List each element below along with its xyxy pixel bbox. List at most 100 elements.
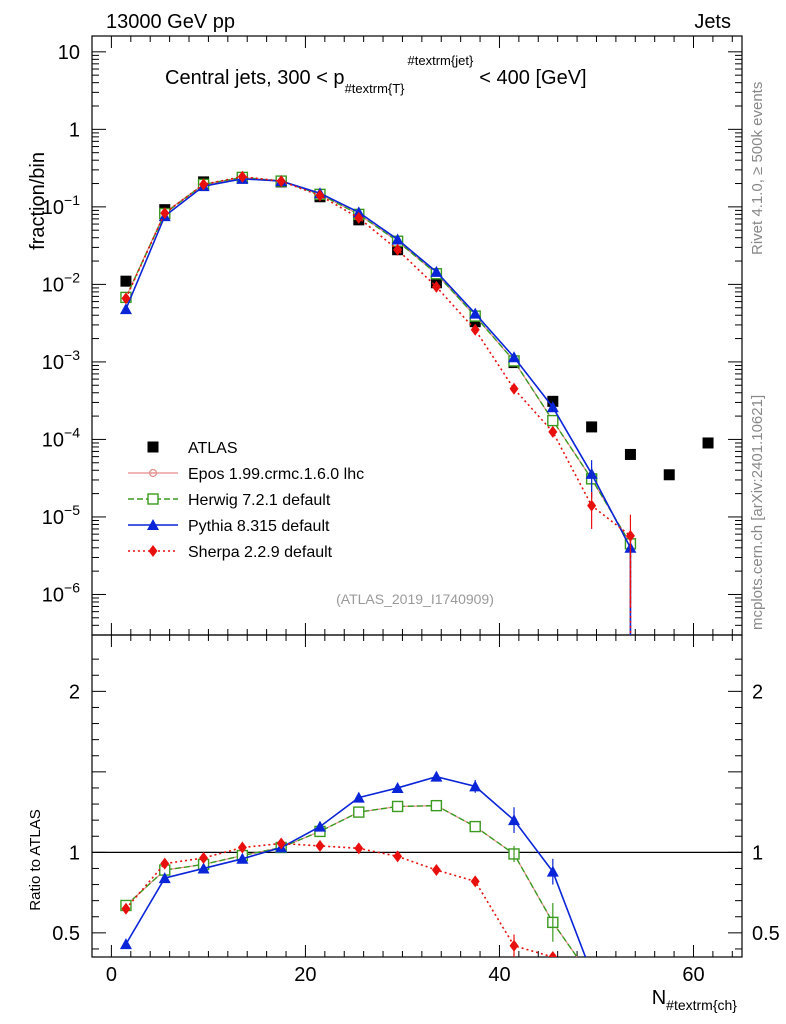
sherpa-point-bottom — [626, 993, 635, 1005]
pythia-point-top — [430, 265, 443, 277]
x-tick-label: 20 — [294, 964, 316, 986]
x-tick-label: 0 — [106, 964, 117, 986]
y-tick-label-bottom-left: 1 — [69, 842, 80, 864]
pythia-point-bottom — [236, 852, 249, 864]
pythia-point-top — [119, 303, 132, 315]
y-tick-label-top: 10−5 — [42, 502, 80, 529]
top-panel-series — [119, 170, 714, 635]
sherpa-point-top — [354, 211, 364, 224]
sherpa-point-top — [121, 292, 131, 305]
ylabel-top-text: fraction/bin — [27, 152, 49, 250]
xlabel-main: N — [652, 987, 666, 1009]
x-tick-label: 40 — [488, 964, 510, 986]
title-sub: #textrm{T} — [345, 81, 406, 96]
ylabel-bottom-text: Ratio to ATLAS — [27, 809, 44, 910]
pythia-point-bottom — [586, 967, 598, 978]
sherpa-point-top — [160, 207, 170, 220]
pythia-point-top — [508, 351, 521, 363]
epos-point-bottom — [627, 999, 634, 1006]
pythia-point-top — [352, 206, 365, 218]
atlas-point — [120, 275, 132, 287]
header-left: 13000 GeV pp — [106, 11, 235, 33]
xlabel-sub: #textrm{ch} — [666, 997, 737, 1013]
pythia-point-bottom — [119, 938, 132, 950]
side-label-top: Rivet 4.1.0, ≥ 500k events — [749, 82, 766, 255]
y-tick-label-top: 10 — [58, 42, 80, 64]
sherpa-point-top — [470, 323, 480, 336]
sherpa-point-bottom — [587, 991, 596, 1003]
x-tick-label: 60 — [682, 964, 704, 986]
sherpa-point-top — [199, 178, 209, 191]
ylabel-top: fraction/bin — [27, 152, 49, 250]
sherpa-point-top — [315, 189, 325, 202]
sherpa-point-top — [548, 425, 558, 438]
legend-marker-sherpa — [148, 545, 158, 557]
pythia-point-bottom — [197, 862, 210, 874]
side-label-bottom: mcplots.cern.ch [arXiv:2401.10621] — [749, 395, 766, 630]
x-axis-label: N#textrm{ch} — [652, 987, 738, 1013]
pythia-point-bottom — [391, 781, 404, 793]
bottom-panel-frame — [91, 634, 743, 958]
sherpa-point-top — [431, 280, 441, 293]
pythia-point-top — [391, 233, 404, 245]
pythia-point-top — [469, 307, 482, 319]
herwig-point-bottom — [391, 800, 404, 813]
epos-line-top — [125, 176, 631, 545]
legend-marker-herwig — [147, 493, 159, 505]
sherpa-point-bottom — [276, 837, 286, 850]
herwig-point-bottom — [353, 806, 365, 818]
sherpa-point-bottom — [315, 839, 325, 852]
sherpa-point-top — [276, 175, 286, 188]
sherpa-point-bottom — [431, 864, 441, 877]
sherpa-line-top — [125, 175, 631, 537]
sherpa-line-bottom — [125, 842, 554, 957]
atlas-point — [663, 469, 675, 481]
herwig-line-bottom — [125, 804, 578, 957]
y-tick-label-bottom-right: 2 — [752, 681, 763, 703]
header-right: Jets — [694, 11, 731, 33]
y-tick-label-top: 10−6 — [42, 579, 80, 606]
pythia-point-bottom — [313, 820, 326, 832]
sherpa-point-bottom — [121, 902, 131, 915]
pythia-point-top — [546, 401, 559, 413]
sherpa-point-bottom — [160, 857, 170, 870]
legend-label-atlas: ATLAS — [188, 440, 238, 457]
sherpa-point-bottom — [237, 841, 247, 854]
epos-point-bottom — [588, 974, 595, 981]
title-main: Central jets, 300 < p — [165, 67, 345, 89]
pythia-point-bottom — [430, 770, 443, 782]
ylabel-bottom: Ratio to ATLAS — [27, 809, 44, 910]
y-tick-label-top: 1 — [69, 119, 80, 141]
pythia-point-bottom — [352, 791, 365, 803]
watermark: (ATLAS_2019_I1740909) — [336, 591, 494, 607]
y-tick-label-top: 10−4 — [42, 424, 80, 451]
y-tick-label-bottom-right: 1 — [752, 842, 763, 864]
title-sup: #textrm{jet} — [408, 53, 474, 68]
pythia-line-top — [125, 178, 632, 549]
y-tick-label-top: 10−2 — [42, 269, 80, 296]
herwig-point-bottom — [625, 997, 635, 1007]
sherpa-point-bottom — [393, 850, 403, 863]
sherpa-point-bottom — [470, 875, 480, 888]
sherpa-point-top — [237, 170, 247, 183]
sherpa-point-top — [509, 382, 519, 395]
legend-marker-atlas — [147, 441, 159, 453]
sherpa-point-top — [393, 243, 403, 256]
title-tail: < 400 [GeV] — [479, 67, 586, 89]
legend-label-sherpa: Sherpa 2.2.9 default — [188, 544, 333, 561]
epos-line-bottom — [125, 805, 578, 957]
herwig-point-top — [547, 414, 559, 427]
legend-label-epos: Epos 1.99.crmc.1.6.0 lhc — [188, 466, 364, 483]
axes: 0 20 40 60 10−6 10−5 10−4 10−3 10−2 10−1 1 10 0.5 0.5… — [42, 35, 780, 986]
side-label-top-text: Rivet 4.1.0, ≥ 500k events — [749, 82, 766, 255]
side-label-bottom-text: mcplots.cern.ch [arXiv:2401.10621] — [749, 395, 766, 630]
herwig-line-top — [125, 176, 632, 545]
atlas-point — [702, 437, 714, 449]
y-tick-label-bottom-left: 0.5 — [52, 923, 80, 945]
bottom-panel-series — [119, 770, 635, 1007]
sherpa-point-bottom — [199, 851, 209, 864]
legend-marker-pythia — [147, 519, 159, 530]
pythia-line-bottom — [125, 775, 587, 957]
atlas-point — [624, 448, 636, 460]
